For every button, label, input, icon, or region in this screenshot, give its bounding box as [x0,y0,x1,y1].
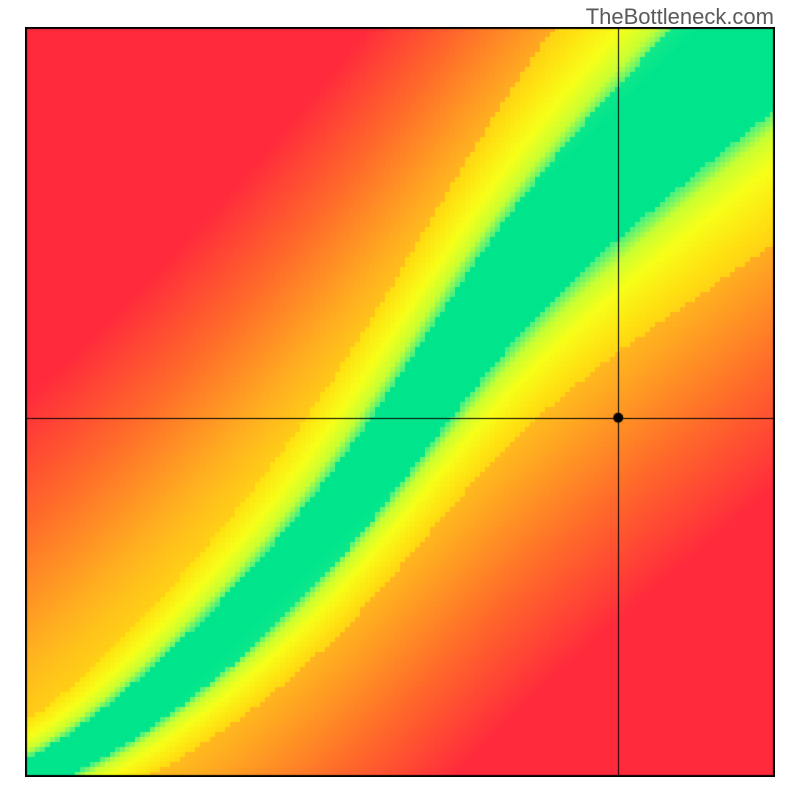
bottleneck-heatmap [25,27,775,777]
